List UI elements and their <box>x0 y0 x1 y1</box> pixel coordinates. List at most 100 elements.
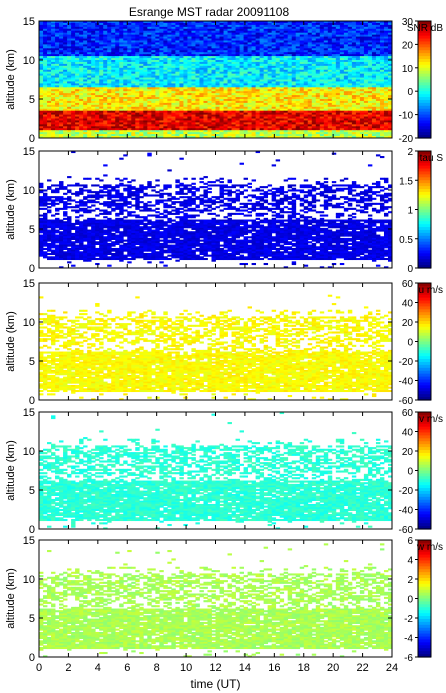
snr-cell <box>295 28 301 32</box>
snr-cell <box>167 116 172 120</box>
snr-cell <box>323 71 329 75</box>
snr-cell <box>179 30 185 34</box>
snr-cell <box>307 40 313 44</box>
snr-cell <box>251 26 257 30</box>
snr-cell <box>59 75 64 79</box>
snr-cell <box>271 56 277 59</box>
snr-cell <box>131 22 136 26</box>
snr-cell <box>335 42 341 45</box>
snr-cell <box>143 100 148 104</box>
snr-cell <box>303 116 309 120</box>
snr-cell <box>203 124 209 127</box>
snr-cell <box>367 126 373 129</box>
snr-cell <box>355 93 361 96</box>
snr-cell <box>159 34 164 38</box>
snr-cell <box>71 130 76 133</box>
snr-cell <box>115 104 120 108</box>
snr-cell <box>267 102 273 106</box>
snr-cell <box>219 36 225 40</box>
snr-cell <box>183 32 189 36</box>
snr-cell <box>331 42 337 45</box>
snr-cell <box>75 38 80 42</box>
snr-cell <box>251 48 257 51</box>
snr-cell <box>207 46 213 49</box>
snr-cell <box>179 63 185 67</box>
snr-cell <box>355 126 361 129</box>
snr-cell <box>263 61 269 65</box>
snr-cell <box>211 32 217 36</box>
snr-cell <box>299 67 305 71</box>
snr-cell <box>55 73 60 77</box>
snr-cell <box>99 87 104 90</box>
snr-cell <box>383 38 389 42</box>
snr-cell <box>327 54 333 57</box>
snr-cell <box>363 40 369 44</box>
snr-cell <box>347 56 353 59</box>
snr-cell <box>387 83 392 86</box>
snr-cell <box>287 69 293 73</box>
snr-cell <box>331 100 337 104</box>
snr-cell <box>135 44 140 47</box>
snr-cell <box>91 34 96 38</box>
snr-cell <box>223 97 229 100</box>
snr-cell <box>119 110 124 114</box>
snr-cell <box>255 130 261 133</box>
snr-cell <box>55 110 60 114</box>
snr-cell <box>323 102 329 106</box>
snr-cell <box>387 91 392 94</box>
snr-cell <box>175 65 180 69</box>
snr-cell <box>143 36 148 40</box>
snr-cell <box>143 75 148 79</box>
snr-cell <box>119 102 124 106</box>
snr-cell <box>183 77 189 81</box>
snr-cell <box>311 81 317 84</box>
snr-cell <box>43 124 48 127</box>
snr-cell <box>291 75 297 79</box>
snr-cell <box>67 128 72 131</box>
snr-cell <box>83 118 88 122</box>
snr-cell <box>299 28 305 32</box>
snr-cell <box>363 34 369 38</box>
snr-cell <box>367 106 373 110</box>
snr-cell <box>203 63 209 67</box>
snr-cell <box>263 99 269 102</box>
snr-cell <box>43 36 48 40</box>
snr-cell <box>131 116 136 120</box>
snr-cell <box>339 81 345 84</box>
snr-cell <box>207 110 213 114</box>
snr-cell <box>107 38 112 42</box>
snr-cell <box>323 108 329 112</box>
snr-cell <box>283 112 289 116</box>
snr-cell <box>351 102 357 106</box>
snr-cell <box>139 99 144 102</box>
snr-cell <box>211 108 217 112</box>
snr-cell <box>347 54 353 57</box>
snr-cell <box>83 128 88 131</box>
snr-cell <box>379 48 385 51</box>
snr-cell <box>227 126 233 129</box>
snr-cell <box>99 26 104 30</box>
snr-cell <box>379 85 385 88</box>
snr-cell <box>99 126 104 129</box>
snr-cell <box>139 56 144 59</box>
snr-cell <box>103 44 108 47</box>
snr-cell <box>263 48 269 51</box>
snr-cell <box>287 28 293 32</box>
snr-cell <box>375 100 381 104</box>
snr-cell <box>243 54 249 57</box>
snr-cell <box>255 108 261 112</box>
snr-cell <box>47 34 52 38</box>
snr-cell <box>59 32 64 36</box>
snr-cell <box>151 99 156 102</box>
snr-cell <box>367 95 373 98</box>
snr-cell <box>363 73 369 77</box>
snr-cell <box>263 22 269 26</box>
snr-cell <box>99 44 104 47</box>
snr-cell <box>339 93 345 96</box>
snr-cell <box>251 71 257 75</box>
snr-cell <box>127 83 132 86</box>
snr-cell <box>203 104 209 108</box>
snr-cell <box>135 50 140 53</box>
snr-cell <box>95 69 100 73</box>
snr-cell <box>155 42 160 45</box>
